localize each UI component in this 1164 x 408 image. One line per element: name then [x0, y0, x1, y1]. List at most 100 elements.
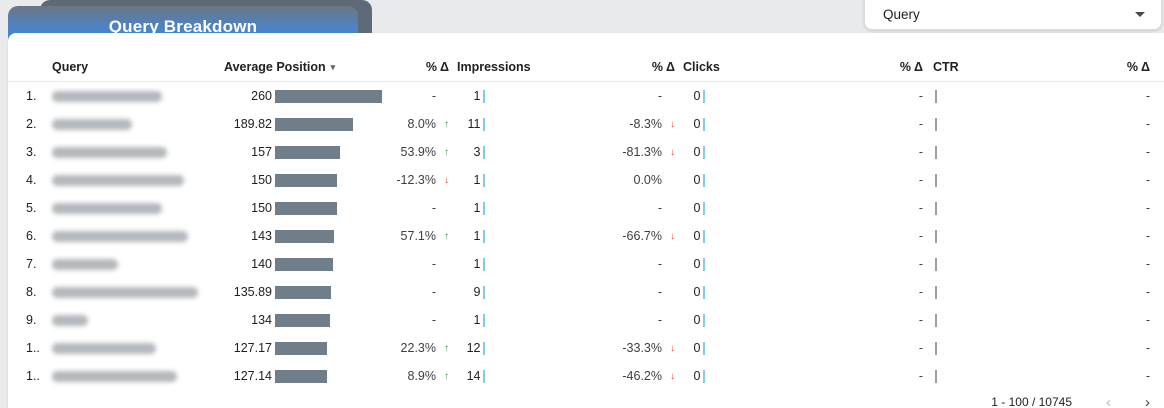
impressions-value: 1	[473, 89, 481, 103]
next-page-icon[interactable]: ›	[1145, 393, 1150, 408]
delta-value: -	[1145, 285, 1150, 299]
clicks-value: 0	[693, 145, 701, 159]
impressions-bar	[482, 313, 485, 327]
clicks-value: 0	[693, 173, 701, 187]
clicks-delta-cell: -	[705, 201, 923, 215]
dropdown-value: Query	[883, 6, 920, 22]
dimension-dropdown[interactable]: Query	[864, 0, 1162, 30]
table-row: 1.. 127.14 8.9% ↑ 14 -46.2% ↓ 0 - -	[8, 362, 1164, 390]
avg-position-bar	[275, 173, 337, 187]
clicks-value: 0	[693, 341, 701, 355]
col-header-avg-position[interactable]: Average Position ▾	[224, 60, 336, 74]
delta-value: -	[657, 201, 662, 215]
clicks-bar	[702, 313, 705, 327]
col-header-imp-delta[interactable]: % Δ	[651, 60, 675, 74]
ctr-cell	[923, 173, 957, 187]
delta-value: -	[657, 285, 662, 299]
ctr-delta-cell: -	[957, 369, 1150, 383]
ctr-cell	[923, 117, 957, 131]
impressions-bar	[482, 173, 485, 187]
ctr-bar	[935, 341, 937, 355]
avg-position-bar	[275, 117, 353, 131]
table-row: 6. 143 57.1% ↑ 1 -66.7% ↓ 0 - -	[8, 222, 1164, 250]
clicks-bar	[702, 257, 705, 271]
clicks-delta-cell: -	[705, 89, 923, 103]
clicks-value: 0	[693, 285, 701, 299]
clicks-cell: 0	[675, 341, 705, 355]
clicks-value: 0	[693, 89, 701, 103]
col-header-ctr[interactable]: CTR	[933, 60, 959, 74]
avg-position-value: 140	[251, 257, 272, 271]
delta-value: 8.9%	[407, 369, 437, 383]
delta-value: -	[657, 257, 662, 271]
impressions-cell: 3	[449, 145, 485, 159]
row-index: 5.	[26, 201, 37, 215]
col-header-impressions[interactable]: Impressions	[457, 60, 531, 74]
delta-value: 22.3%	[400, 341, 436, 355]
redacted-query-text	[52, 202, 162, 214]
row-index: 1..	[26, 369, 40, 383]
col-header-ctr-delta[interactable]: % Δ	[1126, 60, 1150, 74]
delta-value: -	[918, 117, 923, 131]
clicks-delta-cell: -	[705, 173, 923, 187]
ctr-bar	[935, 145, 937, 159]
redacted-query-text	[52, 174, 184, 186]
delta-value: -	[1145, 369, 1150, 383]
avg-position-bar-cell	[272, 89, 387, 103]
delta-value: -33.3%	[622, 341, 662, 355]
col-header-pos-delta[interactable]: % Δ	[425, 60, 449, 74]
query-cell	[52, 174, 222, 186]
avg-position-value: 157	[251, 145, 272, 159]
ctr-delta-cell: -	[957, 89, 1150, 103]
query-cell	[52, 230, 222, 242]
delta-value: -	[1145, 341, 1150, 355]
clicks-cell: 0	[675, 173, 705, 187]
impressions-bar	[482, 145, 485, 159]
trend-down-icon: ↓	[670, 342, 675, 354]
avg-position-value: 127.17	[233, 341, 272, 355]
table-row: 7. 140 - 1 - 0 - -	[8, 250, 1164, 278]
delta-value: -	[1145, 201, 1150, 215]
ctr-delta-cell: -	[957, 117, 1150, 131]
clicks-cell: 0	[675, 257, 705, 271]
pos-delta-cell: 57.1% ↑	[387, 229, 449, 243]
ctr-bar	[935, 229, 937, 243]
query-breakdown-card: Query Average Position ▾ % Δ Impressions …	[8, 33, 1164, 408]
ctr-bar	[935, 285, 937, 299]
delta-value: -	[918, 173, 923, 187]
delta-value: -	[1145, 229, 1150, 243]
clicks-bar	[702, 173, 705, 187]
table-row: 4. 150 -12.3% ↓ 1 0.0% 0 - -	[8, 166, 1164, 194]
tab-title: Query Breakdown	[108, 17, 258, 36]
clicks-cell: 0	[675, 89, 705, 103]
ctr-cell	[923, 201, 957, 215]
col-header-query[interactable]: Query	[52, 60, 89, 74]
impressions-bar	[482, 117, 485, 131]
delta-value: -	[1145, 313, 1150, 327]
delta-value: -12.3%	[396, 173, 436, 187]
col-header-clicks[interactable]: Clicks	[683, 60, 720, 74]
ctr-cell	[923, 229, 957, 243]
previous-page-icon[interactable]: ‹	[1106, 393, 1111, 408]
col-header-clicks-delta[interactable]: % Δ	[899, 60, 923, 74]
clicks-delta-cell: -	[705, 341, 923, 355]
delta-value: 57.1%	[400, 229, 436, 243]
delta-value: -	[431, 313, 436, 327]
impressions-cell: 1	[449, 201, 485, 215]
clicks-value: 0	[693, 201, 701, 215]
delta-value: 0.0%	[633, 173, 663, 187]
avg-position-bar-cell	[272, 369, 387, 383]
impressions-value: 12	[466, 341, 481, 355]
delta-value: -	[657, 313, 662, 327]
delta-value: -66.7%	[622, 229, 662, 243]
delta-value: -	[918, 369, 923, 383]
imp-delta-cell: -46.2% ↓	[485, 369, 675, 383]
delta-value: -	[918, 145, 923, 159]
ctr-bar	[935, 257, 937, 271]
query-cell	[52, 286, 222, 298]
delta-value: -	[1145, 257, 1150, 271]
avg-position-bar-cell	[272, 257, 387, 271]
clicks-value: 0	[693, 369, 701, 383]
ctr-bar	[935, 201, 937, 215]
delta-value: -	[657, 89, 662, 103]
